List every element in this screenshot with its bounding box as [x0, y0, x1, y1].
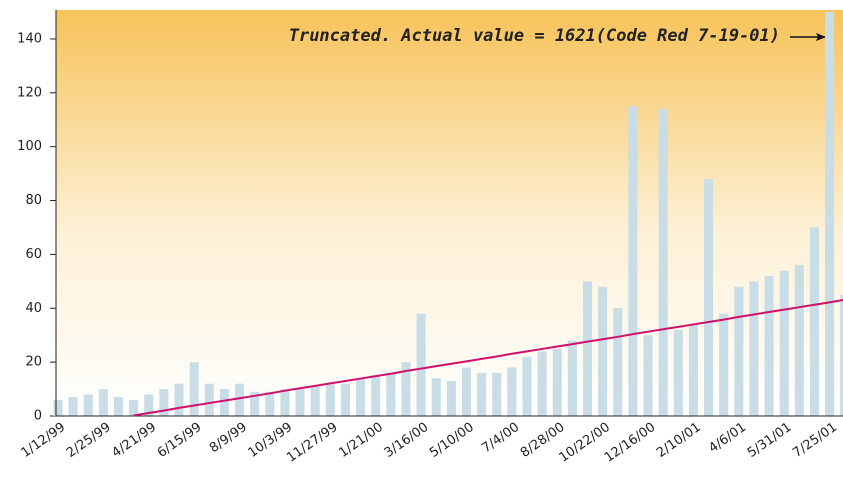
bar: [386, 372, 396, 416]
x-tick-label: 6/15/99: [155, 420, 205, 461]
bar: [658, 108, 668, 417]
annotation-arrowhead: [816, 33, 826, 41]
bar: [552, 348, 562, 416]
y-tick-label: 0: [34, 409, 42, 424]
bar: [416, 313, 426, 416]
x-tick-label: 7/4/00: [479, 420, 522, 456]
bar: [98, 389, 108, 416]
x-tick-label: 8/9/99: [207, 420, 250, 456]
bar: [189, 362, 199, 416]
y-tick-label: 140: [17, 31, 42, 46]
y-tick-label: 100: [17, 139, 42, 154]
bar: [174, 383, 184, 416]
bar: [371, 375, 381, 416]
bar: [643, 335, 653, 416]
bar: [688, 324, 698, 416]
x-tick-label: 3/16/00: [382, 420, 432, 461]
bar: [522, 356, 532, 416]
x-tick-label: 1/12/99: [19, 420, 69, 461]
bar: [234, 383, 245, 416]
bar: [537, 351, 547, 416]
x-tick-label: 12/16/00: [602, 420, 658, 466]
x-tick-label: 1/21/00: [336, 420, 386, 461]
bar: [401, 362, 411, 416]
bar: [129, 399, 139, 416]
bar: [325, 383, 335, 416]
bar: [582, 281, 593, 416]
bar: [280, 389, 290, 416]
bar: [598, 286, 608, 416]
bar: [356, 378, 366, 416]
bar: [779, 270, 789, 416]
bar: [310, 386, 320, 416]
bar: [113, 397, 124, 416]
bar: [340, 383, 350, 416]
bar: [477, 372, 487, 416]
bar: [704, 178, 714, 416]
x-tick-label: 5/10/00: [427, 420, 477, 461]
x-tick-label: 2/25/99: [64, 420, 114, 461]
bar: [159, 389, 169, 416]
bar: [719, 313, 729, 416]
y-tick-label: 40: [25, 301, 42, 316]
bar: [825, 12, 835, 416]
annotation: Truncated. Actual value = 1621(Code Red …: [289, 26, 780, 46]
trend-line: [133, 298, 843, 417]
y-tick-label: 60: [25, 247, 42, 262]
bar: [567, 340, 577, 416]
x-tick-label: 11/27/99: [284, 420, 340, 466]
bar: [809, 227, 820, 416]
x-tick-label: 2/10/01: [654, 420, 704, 461]
y-tick-label: 20: [25, 355, 42, 370]
bar: [68, 397, 78, 416]
bar: [613, 308, 623, 416]
bar: [673, 329, 683, 416]
bar: [265, 391, 275, 416]
bar: [461, 367, 472, 416]
x-tick-label: 10/22/00: [557, 420, 613, 466]
bar: [295, 389, 305, 416]
bar: [431, 378, 441, 416]
bar: [794, 265, 804, 416]
bar: [840, 294, 843, 416]
x-tick-label: 5/31/01: [745, 420, 795, 461]
bar: [144, 394, 154, 416]
y-tick-label: 120: [17, 85, 42, 100]
bar: [53, 399, 63, 416]
y-tick-label: 80: [25, 193, 42, 208]
bar: [734, 286, 744, 416]
bar: [204, 383, 214, 416]
bar: [507, 367, 517, 416]
bar: [628, 106, 638, 417]
bar: [492, 372, 502, 416]
bar: [446, 380, 456, 416]
x-tick-label: 4/21/99: [109, 420, 159, 461]
bar: [764, 275, 774, 416]
bar: [83, 394, 93, 416]
bar: [219, 389, 229, 416]
x-tick-label: 7/25/01: [790, 420, 840, 461]
x-tick-label: 4/6/01: [706, 420, 749, 456]
bar: [749, 281, 759, 416]
bar: [250, 391, 260, 416]
